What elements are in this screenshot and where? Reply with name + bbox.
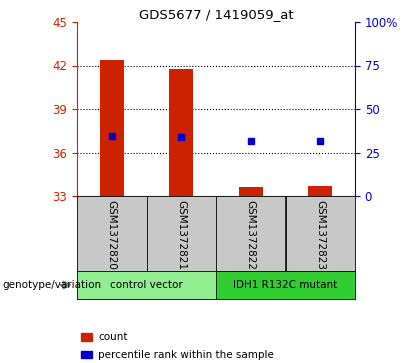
Text: GSM1372823: GSM1372823 bbox=[315, 200, 325, 270]
Text: genotype/variation: genotype/variation bbox=[2, 280, 101, 290]
Text: control vector: control vector bbox=[110, 280, 183, 290]
Text: GSM1372822: GSM1372822 bbox=[246, 200, 256, 270]
Text: GSM1372821: GSM1372821 bbox=[176, 200, 186, 270]
Text: count: count bbox=[98, 332, 128, 342]
Title: GDS5677 / 1419059_at: GDS5677 / 1419059_at bbox=[139, 8, 293, 21]
Bar bbox=[169, 69, 194, 196]
Text: GSM1372820: GSM1372820 bbox=[107, 200, 117, 270]
Bar bbox=[308, 186, 332, 196]
Text: percentile rank within the sample: percentile rank within the sample bbox=[98, 350, 274, 359]
Bar bbox=[239, 187, 263, 196]
Bar bbox=[100, 60, 124, 196]
Text: IDH1 R132C mutant: IDH1 R132C mutant bbox=[234, 280, 338, 290]
